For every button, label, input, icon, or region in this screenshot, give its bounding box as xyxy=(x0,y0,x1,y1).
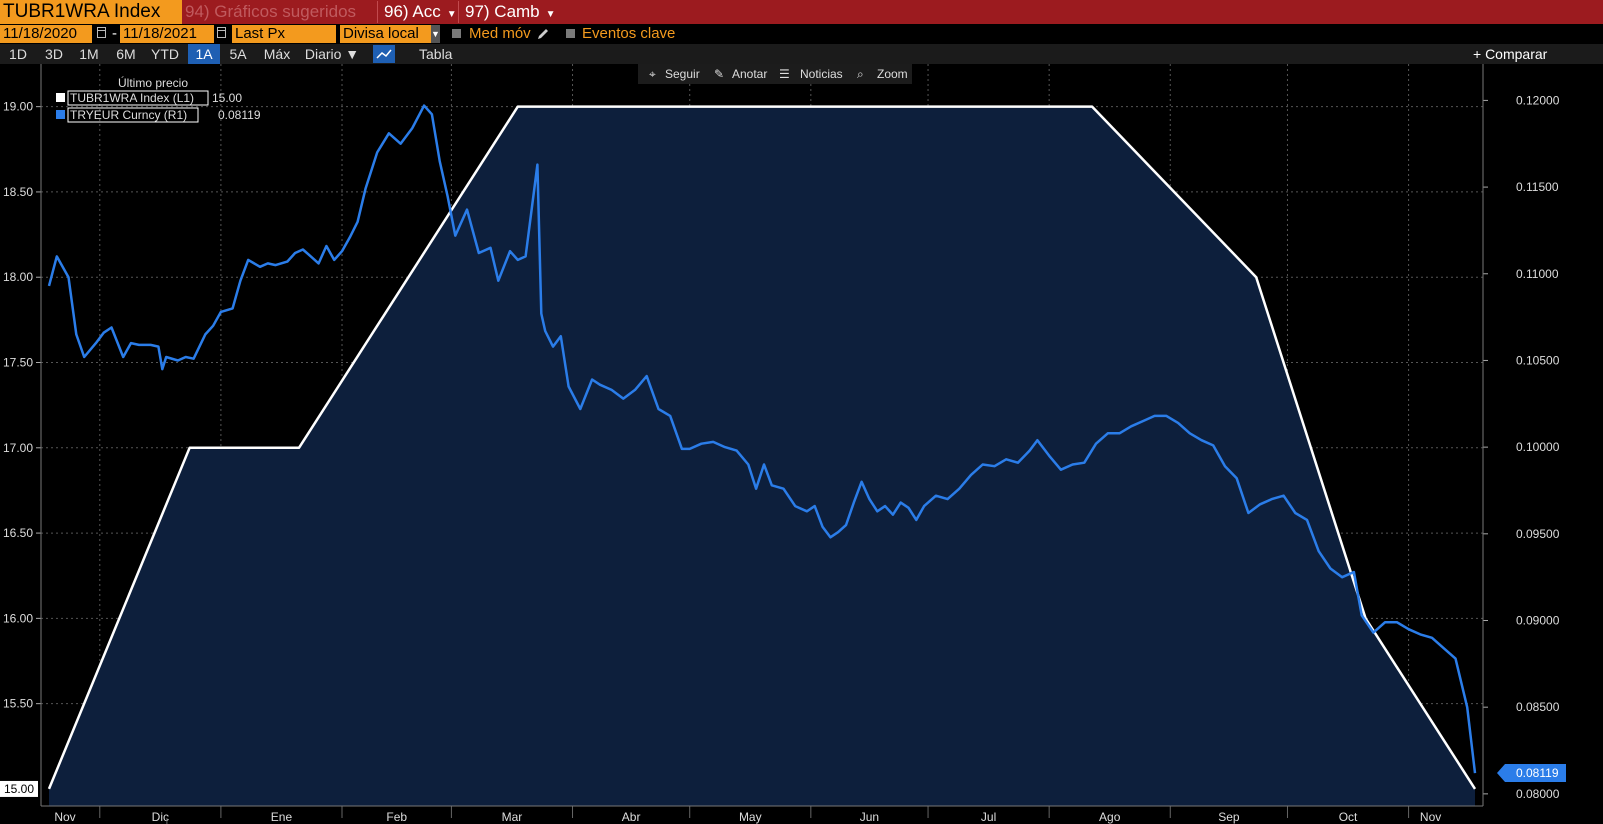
crosshair-icon: ⌖ xyxy=(649,67,656,81)
key-events-checkbox[interactable] xyxy=(566,29,575,38)
zoom-button[interactable]: ⌕ Zoom xyxy=(857,67,908,81)
magnifier-icon: ⌕ xyxy=(857,67,864,81)
legend-box-fx xyxy=(67,107,199,123)
legend-label-fx: TRYEUR Curncy (R1) xyxy=(70,108,187,122)
chart-toolbar: ⌖ Seguir ✎ Anotar ☰ Noticias ⌕ Zoom xyxy=(638,64,912,84)
period-6m[interactable]: 6M xyxy=(116,46,136,62)
left-tick-label: 18.50 xyxy=(3,185,33,199)
frequency-select[interactable]: Diario ▼ xyxy=(304,46,360,62)
last-value-right: 0.08119 xyxy=(1516,766,1559,780)
moving-average-checkbox[interactable] xyxy=(452,29,461,38)
right-tick-label: 0.09000 xyxy=(1516,614,1560,628)
month-label: Dic xyxy=(152,810,169,824)
right-tick-label: 0.08500 xyxy=(1516,700,1560,714)
period-1d[interactable]: 1D xyxy=(9,46,27,62)
left-tick-label: 17.00 xyxy=(3,441,33,455)
legend-value-index: 15.00 xyxy=(212,91,242,105)
period-5a[interactable]: 5A xyxy=(229,46,247,62)
annotate-button[interactable]: ✎ Anotar xyxy=(714,67,767,81)
ticker-field[interactable]: TUBR1WRA Index xyxy=(0,0,182,24)
currency-select[interactable]: Divisa local xyxy=(340,25,434,43)
chart-canvas[interactable]: 15.50 16.00 16.50 17.00 17.50 18.00 18.50 19.00… xyxy=(0,64,1603,824)
index-line xyxy=(47,105,1477,790)
news-label: Noticias xyxy=(800,67,843,81)
right-tick-label: 0.10500 xyxy=(1516,353,1560,367)
start-date-field[interactable]: 11/18/2020 xyxy=(0,25,92,43)
left-tick-label: 19.00 xyxy=(3,100,33,114)
date-separator: - xyxy=(112,25,117,42)
right-tick-label: 0.08000 xyxy=(1516,787,1560,801)
chevron-down-icon[interactable]: ▼ xyxy=(431,25,440,43)
month-label: Jul xyxy=(981,810,996,824)
zoom-label: Zoom xyxy=(877,67,908,81)
legend-title: Último precio xyxy=(118,75,188,90)
annotate-label: Anotar xyxy=(732,67,767,81)
left-tick-label: 15.50 xyxy=(3,697,33,711)
legend-swatch-fx xyxy=(56,110,65,119)
last-value-left: 15.00 xyxy=(4,782,34,796)
key-events-label[interactable]: Eventos clave xyxy=(582,25,676,42)
right-tick-label: 0.11500 xyxy=(1516,180,1559,194)
month-label: Abr xyxy=(622,810,641,824)
right-tick-label: 0.11000 xyxy=(1516,267,1559,281)
legend: Último precio TUBR1WRA Index (L1) 15.00 … xyxy=(56,75,261,123)
compare-button[interactable]: + Comparar xyxy=(1473,46,1548,62)
legend-value-fx: 0.08119 xyxy=(218,108,261,122)
legend-label-index: TUBR1WRA Index (L1) xyxy=(70,91,194,105)
axes: 15.50 16.00 16.50 17.00 17.50 18.00 18.50 19.00… xyxy=(3,64,1560,824)
suggested-charts-menu[interactable]: 94) Gráficos sugeridos xyxy=(185,2,357,21)
last-value-left-tag: 15.00 xyxy=(0,780,38,797)
follow-label: Seguir xyxy=(665,67,700,81)
moving-average-label[interactable]: Med móv xyxy=(469,25,531,42)
legend-box-index xyxy=(67,90,209,106)
calendar-icon[interactable] xyxy=(217,27,226,38)
month-label: Oct xyxy=(1339,810,1358,824)
period-1m[interactable]: 1M xyxy=(79,46,99,62)
period-max[interactable]: Máx xyxy=(263,46,291,62)
news-button[interactable]: ☰ Noticias xyxy=(779,67,843,81)
last-value-right-tag: 0.08119 xyxy=(1497,764,1566,783)
left-tick-label: 16.50 xyxy=(3,526,33,540)
line-chart-icon[interactable] xyxy=(373,45,395,63)
change-menu-button[interactable]: 97) Camb ▼ xyxy=(458,1,556,23)
end-date-field[interactable]: 11/18/2021 xyxy=(120,25,214,43)
chevron-down-icon: ▼ xyxy=(545,9,556,20)
period-toolbar: 1D 3D 1M 6M YTD 1A 5A Máx Diario ▼ Tabla… xyxy=(0,44,1603,64)
right-tick-label: 0.12000 xyxy=(1516,93,1560,107)
period-ytd[interactable]: YTD xyxy=(151,46,179,62)
month-label: Ene xyxy=(271,810,293,824)
calendar-icon[interactable] xyxy=(97,27,106,38)
fx-line xyxy=(47,104,1477,774)
actions-menu-button[interactable]: 96) Acc ▼ xyxy=(377,1,457,23)
right-tick-label: 0.10000 xyxy=(1516,440,1560,454)
month-label: Sep xyxy=(1218,810,1240,824)
price-chart[interactable]: 15.50 16.00 16.50 17.00 17.50 18.00 18.50 19.00… xyxy=(0,64,1603,824)
month-label: Nov xyxy=(1420,810,1441,824)
left-tick-label: 16.00 xyxy=(3,611,33,625)
legend-swatch-index xyxy=(56,93,65,102)
news-icon: ☰ xyxy=(779,67,790,81)
follow-button[interactable]: ⌖ Seguir xyxy=(649,67,700,81)
month-label: Nov xyxy=(54,810,75,824)
chevron-down-icon: ▼ xyxy=(446,9,457,20)
change-label: 97) Camb xyxy=(465,2,540,21)
table-view-button[interactable]: Tabla xyxy=(419,46,453,62)
month-label: May xyxy=(739,810,762,824)
month-label: Ago xyxy=(1099,810,1121,824)
period-3d[interactable]: 3D xyxy=(45,46,63,62)
month-label: Mar xyxy=(502,810,523,824)
price-field-select[interactable]: Last Px xyxy=(232,25,336,43)
pencil-icon: ✎ xyxy=(714,67,724,81)
month-label: Jun xyxy=(860,810,879,824)
top-command-bar: TUBR1WRA Index 94) Gráficos sugeridos 96… xyxy=(0,0,1603,24)
left-tick-label: 18.00 xyxy=(3,270,33,284)
right-tick-label: 0.09500 xyxy=(1516,527,1560,541)
period-1a[interactable]: 1A xyxy=(188,44,220,64)
left-tick-label: 17.50 xyxy=(3,356,33,370)
month-label: Feb xyxy=(386,810,407,824)
index-area-fill xyxy=(49,106,1475,807)
date-range-row: 11/18/2020 - 11/18/2021 Last Px Divisa l… xyxy=(0,24,1603,44)
actions-label: 96) Acc xyxy=(384,2,441,21)
pencil-icon[interactable] xyxy=(536,27,550,41)
